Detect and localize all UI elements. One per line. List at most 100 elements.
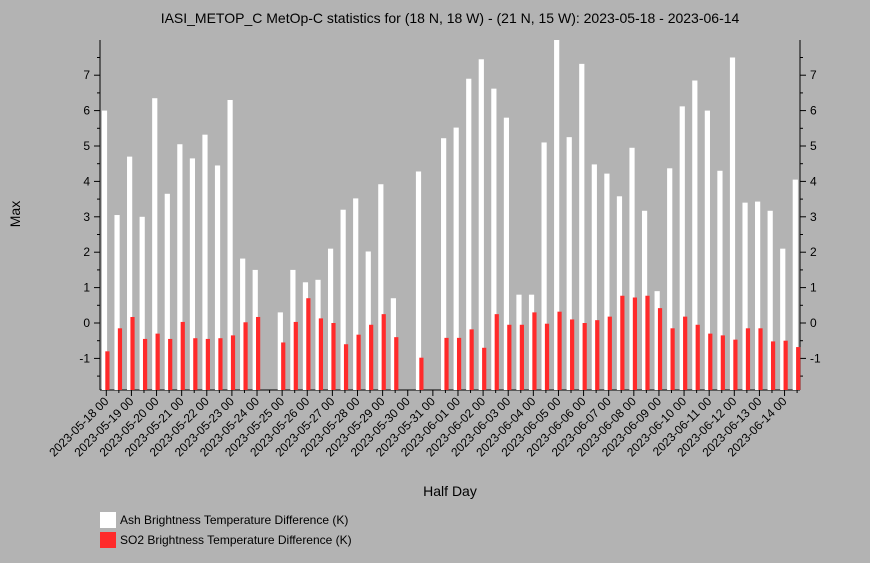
y-tick-label-left: 3 bbox=[83, 210, 90, 224]
so2-bar bbox=[796, 347, 801, 390]
ash-bar bbox=[127, 156, 133, 390]
so2-bar bbox=[519, 324, 524, 390]
so2-bar bbox=[632, 297, 638, 390]
x-axis-label: Half Day bbox=[423, 483, 477, 499]
ash-bar bbox=[641, 210, 648, 390]
y-tick-label-left: 5 bbox=[83, 139, 90, 153]
y-tick-label-left: 2 bbox=[83, 245, 90, 259]
so2-bar bbox=[557, 311, 562, 390]
y-tick-label-right: 4 bbox=[810, 174, 817, 188]
ash-bar bbox=[654, 291, 660, 390]
ash-bar bbox=[277, 312, 283, 390]
y-tick-label-right: 1 bbox=[810, 281, 817, 295]
so2-bar bbox=[720, 335, 725, 390]
so2-bar bbox=[657, 308, 663, 390]
so2-bar bbox=[394, 337, 399, 390]
ash-bar bbox=[101, 110, 108, 390]
so2-bar bbox=[494, 314, 499, 390]
so2-bar bbox=[444, 337, 449, 390]
ash-bar bbox=[340, 209, 346, 390]
ash-bar bbox=[704, 110, 710, 390]
so2-bar bbox=[168, 338, 173, 390]
legend-label-ash: Ash Brightness Temperature Difference (K… bbox=[120, 513, 349, 527]
so2-bar bbox=[117, 328, 123, 390]
so2-bar bbox=[256, 316, 261, 390]
ash-bar bbox=[227, 99, 233, 390]
y-tick-label-right: 3 bbox=[810, 210, 817, 224]
legend-label-so2: SO2 Brightness Temperature Difference (K… bbox=[120, 533, 352, 547]
ash-bar bbox=[729, 57, 736, 390]
so2-bar bbox=[218, 338, 223, 390]
chart-title: IASI_METOP_C MetOp-C statistics for (18 … bbox=[160, 10, 740, 26]
so2-bar bbox=[758, 328, 763, 390]
so2-bar bbox=[620, 295, 625, 390]
y-tick-label-right: 2 bbox=[810, 245, 817, 259]
so2-bar bbox=[105, 351, 110, 390]
ash-bar bbox=[604, 173, 610, 390]
ash-bar bbox=[742, 202, 748, 390]
so2-bar bbox=[733, 339, 738, 390]
so2-bar bbox=[695, 324, 700, 390]
ash-bar bbox=[453, 127, 459, 390]
legend-swatch-ash bbox=[100, 512, 116, 528]
legend-swatch-so2 bbox=[100, 532, 116, 548]
so2-bar bbox=[343, 344, 349, 390]
so2-bar bbox=[381, 314, 386, 390]
legend-item-ash: Ash Brightness Temperature Difference (K… bbox=[100, 512, 348, 528]
so2-bar bbox=[306, 298, 311, 390]
ash-bar bbox=[327, 248, 334, 390]
ash-bar bbox=[792, 179, 798, 390]
so2-bar bbox=[532, 312, 537, 390]
ash-bar bbox=[441, 138, 447, 390]
so2-bar bbox=[205, 338, 210, 390]
ash-bar bbox=[516, 294, 522, 390]
ash-bar bbox=[679, 106, 685, 391]
ash-bar bbox=[202, 134, 208, 390]
so2-bar bbox=[469, 329, 474, 390]
ash-bar bbox=[579, 63, 585, 390]
ash-bar bbox=[541, 142, 547, 390]
y-tick-label-right: 6 bbox=[810, 104, 817, 118]
so2-bar bbox=[507, 324, 512, 390]
so2-bar bbox=[356, 334, 361, 390]
y-tick-label-left: 6 bbox=[83, 104, 90, 118]
so2-bar bbox=[670, 328, 675, 390]
ash-bar bbox=[717, 170, 723, 390]
so2-bar bbox=[607, 316, 612, 390]
so2-bar bbox=[243, 322, 248, 390]
y-tick-label-left: 1 bbox=[83, 281, 90, 295]
ash-bar bbox=[478, 59, 484, 391]
ash-bar bbox=[767, 210, 773, 390]
ash-bar bbox=[466, 78, 472, 391]
ash-bar bbox=[378, 184, 384, 390]
so2-bar bbox=[645, 295, 650, 390]
ash-bar bbox=[302, 282, 309, 390]
ash-bar bbox=[390, 298, 396, 390]
so2-bar bbox=[293, 321, 298, 390]
ash-bar bbox=[177, 144, 183, 390]
so2-bar bbox=[193, 338, 198, 390]
so2-bar bbox=[770, 341, 776, 390]
legend-item-so2: SO2 Brightness Temperature Difference (K… bbox=[100, 532, 352, 548]
so2-bar bbox=[456, 337, 462, 390]
ash-bar bbox=[780, 248, 786, 390]
ash-bar bbox=[503, 117, 510, 391]
so2-bar bbox=[595, 320, 600, 390]
ash-bar bbox=[152, 98, 158, 391]
so2-bar bbox=[331, 323, 336, 390]
ash-bar bbox=[315, 279, 321, 390]
so2-bar bbox=[544, 323, 550, 390]
ash-bar bbox=[755, 201, 761, 390]
y-tick-label-left: 4 bbox=[83, 174, 90, 188]
so2-bar bbox=[708, 333, 713, 390]
so2-bar bbox=[369, 324, 374, 390]
so2-bar bbox=[745, 328, 751, 390]
so2-bar bbox=[582, 323, 587, 390]
so2-bar bbox=[130, 316, 135, 390]
ash-bar bbox=[139, 216, 145, 390]
y-tick-label-right: 0 bbox=[810, 316, 817, 330]
so2-bar bbox=[419, 357, 424, 390]
ash-bar bbox=[566, 137, 572, 390]
ash-bar bbox=[629, 147, 635, 390]
